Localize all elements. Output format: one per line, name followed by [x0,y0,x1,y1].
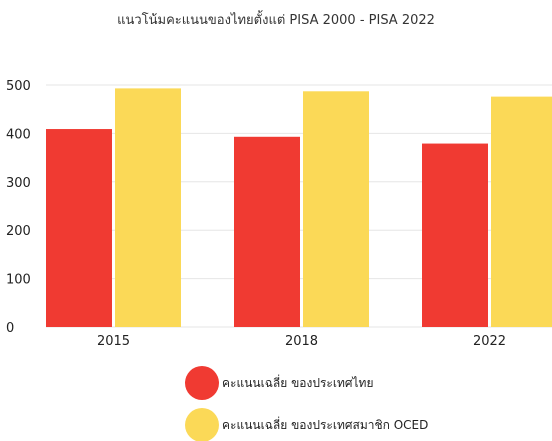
legend-label-1: คะแนนเฉลี่ย ของประเทศไทย [222,374,373,390]
legend-swatch-1 [185,366,219,400]
bar-series-2-2015 [115,88,181,327]
y-axis-ticks: 0 100 200 300 400 500 [6,79,31,336]
y-tick-label: 100 [6,273,31,288]
bar-series-1-2015 [46,129,112,327]
y-tick-label: 0 [6,321,14,336]
bars [46,88,552,328]
bar-series-1-2022 [422,143,488,327]
chart-title: แนวโน้มคะแนนของไทยตั้งแต่ PISA 2000 - PI… [117,10,435,28]
bar-series-1-2018 [234,136,300,327]
y-tick-label: 400 [6,127,31,142]
x-tick-label: 2018 [285,334,318,349]
x-axis-ticks: 2015 2018 2022 [97,334,506,349]
x-tick-label: 2015 [97,334,130,349]
bar-series-2-2018 [303,91,369,328]
bar-series-2-2022 [491,96,552,327]
y-tick-label: 300 [6,176,31,191]
y-tick-label: 500 [6,79,31,94]
y-tick-label: 200 [6,224,31,239]
legend-swatch-2 [185,408,219,441]
x-tick-label: 2022 [473,334,506,349]
legend-label-2: คะแนนเฉลี่ย ของประเทศสมาชิก OCED [222,416,428,432]
